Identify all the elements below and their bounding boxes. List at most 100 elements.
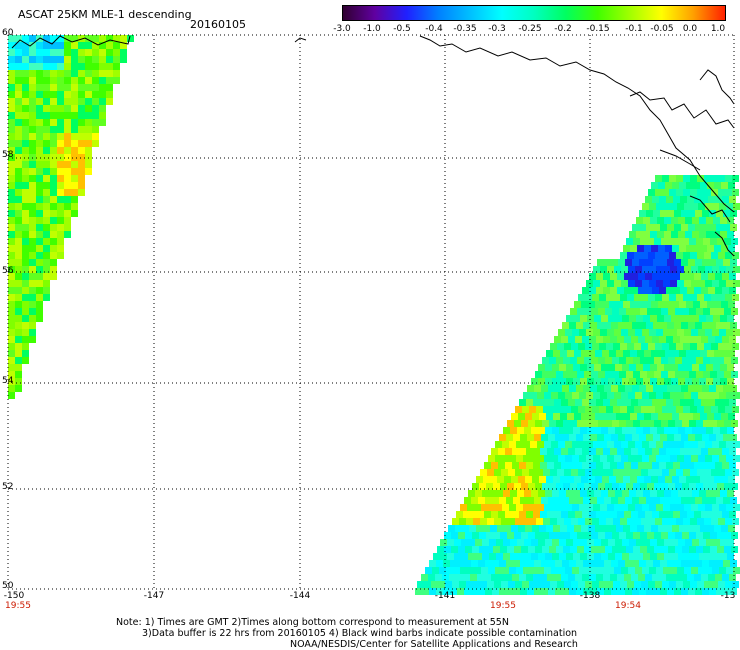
swath-cell xyxy=(709,588,716,595)
swath-cell xyxy=(566,364,573,371)
colorbar-tick-label: 0.0 xyxy=(682,24,698,34)
swath-cell xyxy=(510,539,517,546)
swath-cell xyxy=(648,581,655,588)
swath-cell xyxy=(724,371,731,378)
swath-cell xyxy=(664,217,671,224)
swath-cell xyxy=(576,588,583,595)
swath-cell xyxy=(620,469,627,476)
swath-cell xyxy=(50,231,57,238)
swath-cell xyxy=(500,532,507,539)
swath-cell xyxy=(717,371,724,378)
swath-cell xyxy=(675,308,682,315)
swath-cell xyxy=(560,350,567,357)
swath-cell xyxy=(474,504,481,511)
swath-cell xyxy=(698,266,705,273)
swath-cell xyxy=(22,42,29,49)
swath-cell xyxy=(585,406,592,413)
swath-cell xyxy=(527,497,534,504)
swath-cell xyxy=(665,350,672,357)
swath-cell xyxy=(492,560,499,567)
swath-cell xyxy=(113,63,120,70)
swath-cell xyxy=(516,455,523,462)
swath-cell xyxy=(583,434,590,441)
swath-cell xyxy=(551,567,558,574)
swath-cell xyxy=(502,504,509,511)
swath-cell xyxy=(650,217,657,224)
swath-cell xyxy=(535,532,542,539)
swath-cell xyxy=(566,553,573,560)
swath-cell xyxy=(539,476,546,483)
swath-cell xyxy=(64,77,71,84)
swath-cell xyxy=(666,448,673,455)
swath-cell xyxy=(733,392,740,399)
swath-cell xyxy=(643,217,650,224)
swath-cell xyxy=(679,245,686,252)
swath-cell xyxy=(50,196,57,203)
swath-cell xyxy=(590,497,597,504)
swath-cell xyxy=(660,224,667,231)
swath-cell xyxy=(587,315,594,322)
swath-cell xyxy=(667,560,674,567)
swath-cell xyxy=(727,539,734,546)
swath-cell xyxy=(566,427,573,434)
swath-cell xyxy=(663,441,670,448)
swath-cell xyxy=(697,406,704,413)
swath-cell xyxy=(707,245,714,252)
swath-cell xyxy=(626,532,633,539)
swath-cell xyxy=(562,588,569,595)
swath-cell xyxy=(644,245,651,252)
swath-cell xyxy=(71,154,78,161)
swath-cell xyxy=(672,413,679,420)
swath-cell xyxy=(723,210,730,217)
swath-cell xyxy=(8,266,15,273)
swath-cell xyxy=(698,329,705,336)
swath-cell xyxy=(498,574,505,581)
swath-cell xyxy=(36,315,43,322)
swath-cell xyxy=(649,567,656,574)
swath-cell xyxy=(594,490,601,497)
swath-cell xyxy=(646,210,653,217)
swath-cell xyxy=(589,574,596,581)
swath-cell xyxy=(582,336,589,343)
swath-cell xyxy=(695,322,702,329)
swath-cell xyxy=(563,532,570,539)
swath-cell xyxy=(512,574,519,581)
swath-cell xyxy=(592,581,599,588)
swath-cell xyxy=(541,385,548,392)
swath-cell xyxy=(43,133,50,140)
swath-cell xyxy=(651,476,658,483)
swath-cell xyxy=(711,469,718,476)
latitude-label: 50 xyxy=(2,581,14,591)
swath-cell xyxy=(731,371,738,378)
swath-cell xyxy=(690,406,697,413)
latitude-label: 58 xyxy=(2,150,14,160)
swath-cell xyxy=(690,343,697,350)
swath-cell xyxy=(631,336,638,343)
swath-cell xyxy=(484,462,491,469)
swath-cell xyxy=(722,336,729,343)
swath-cell xyxy=(570,483,577,490)
swath-cell xyxy=(633,483,640,490)
swath-cell xyxy=(598,420,605,427)
swath-cell xyxy=(645,462,652,469)
swath-cell xyxy=(453,567,460,574)
swath-cell xyxy=(659,399,666,406)
swath-cell xyxy=(106,98,113,105)
swath-cell xyxy=(516,504,523,511)
swath-cell xyxy=(660,588,667,595)
swath-cell xyxy=(716,224,723,231)
swath-cell xyxy=(50,140,57,147)
swath-cell xyxy=(43,231,50,238)
swath-cell xyxy=(57,203,64,210)
swath-cell xyxy=(613,294,620,301)
swath-cell xyxy=(647,532,654,539)
swath-cell xyxy=(647,308,654,315)
swath-cell xyxy=(571,406,578,413)
swath-cell xyxy=(29,224,36,231)
swath-cell xyxy=(464,560,471,567)
swath-cell xyxy=(647,483,654,490)
swath-cell xyxy=(549,532,556,539)
swath-cell xyxy=(36,105,43,112)
swath-cell xyxy=(552,553,559,560)
swath-cell xyxy=(632,497,639,504)
